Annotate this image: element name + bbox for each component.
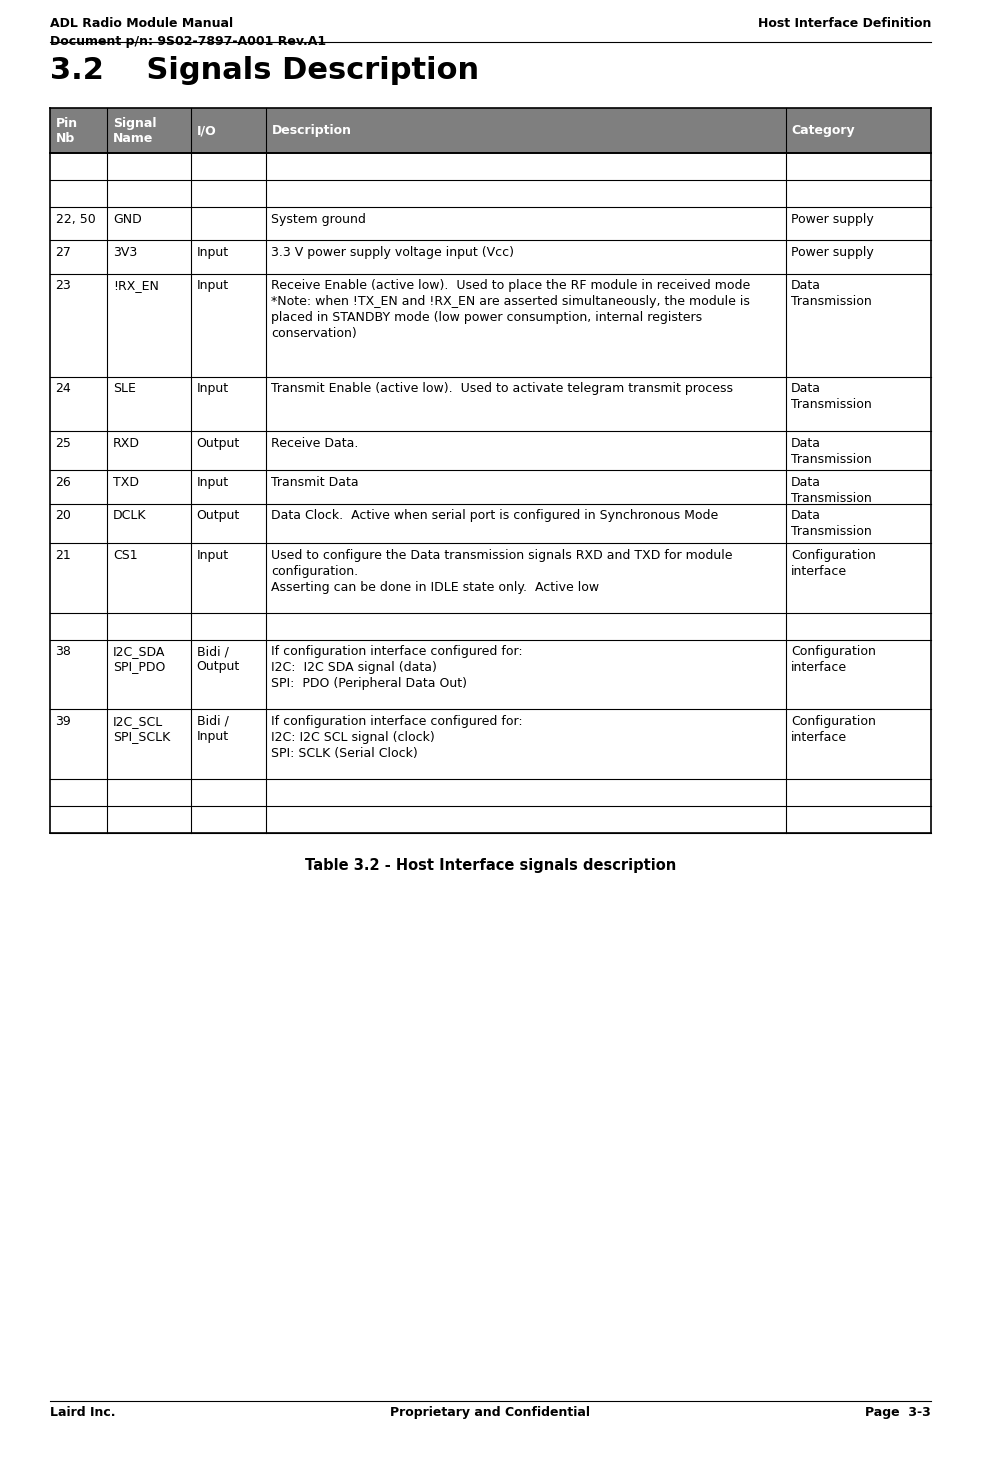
Text: 3.2    Signals Description: 3.2 Signals Description — [50, 55, 479, 85]
Text: Input: Input — [196, 382, 229, 395]
Text: Laird Inc.: Laird Inc. — [50, 1406, 116, 1420]
Text: Bidi /
Output: Bidi / Output — [196, 645, 239, 673]
Text: 21: 21 — [56, 549, 72, 562]
Text: Page  3-3: Page 3-3 — [865, 1406, 931, 1420]
Text: 39: 39 — [56, 715, 72, 728]
Text: TXD: TXD — [113, 476, 139, 489]
Text: Document p/n: 9S02-7897-A001 Rev.A1: Document p/n: 9S02-7897-A001 Rev.A1 — [50, 35, 326, 48]
Text: Receive Data.: Receive Data. — [272, 436, 359, 449]
Text: 22, 50: 22, 50 — [56, 213, 95, 226]
Text: Input: Input — [196, 476, 229, 489]
Text: !RX_EN: !RX_EN — [113, 279, 159, 292]
Text: 38: 38 — [56, 645, 72, 658]
Text: CS1: CS1 — [113, 549, 137, 562]
Text: Input: Input — [196, 549, 229, 562]
Text: Data
Transmission: Data Transmission — [792, 382, 872, 411]
Bar — [50, 108, 931, 153]
Text: Data
Transmission: Data Transmission — [792, 436, 872, 465]
Text: 24: 24 — [56, 382, 72, 395]
Text: Output: Output — [196, 509, 239, 522]
Text: ADL Radio Module Manual: ADL Radio Module Manual — [50, 16, 233, 29]
Text: Power supply: Power supply — [792, 247, 874, 260]
Text: 27: 27 — [56, 247, 72, 260]
Text: 3V3: 3V3 — [113, 247, 137, 260]
Text: 25: 25 — [56, 436, 72, 449]
Text: Table 3.2 - Host Interface signals description: Table 3.2 - Host Interface signals descr… — [305, 858, 676, 874]
Text: 26: 26 — [56, 476, 72, 489]
Text: 20: 20 — [56, 509, 72, 522]
Text: Transmit Enable (active low).  Used to activate telegram transmit process: Transmit Enable (active low). Used to ac… — [272, 382, 734, 395]
Text: SLE: SLE — [113, 382, 135, 395]
Text: System ground: System ground — [272, 213, 366, 226]
Text: DCLK: DCLK — [113, 509, 146, 522]
Text: Input: Input — [196, 279, 229, 292]
Text: Transmit Data: Transmit Data — [272, 476, 359, 489]
Text: Description: Description — [272, 124, 351, 137]
Text: Category: Category — [792, 124, 854, 137]
Text: Pin
Nb: Pin Nb — [56, 117, 77, 144]
Text: RXD: RXD — [113, 436, 140, 449]
Text: Data Clock.  Active when serial port is configured in Synchronous Mode: Data Clock. Active when serial port is c… — [272, 509, 719, 522]
Text: Configuration
interface: Configuration interface — [792, 549, 876, 578]
Text: Proprietary and Confidential: Proprietary and Confidential — [390, 1406, 591, 1420]
Text: I2C_SDA
SPI_PDO: I2C_SDA SPI_PDO — [113, 645, 165, 673]
Text: Power supply: Power supply — [792, 213, 874, 226]
Text: Host Interface Definition: Host Interface Definition — [757, 16, 931, 29]
Text: Receive Enable (active low).  Used to place the RF module in received mode
*Note: Receive Enable (active low). Used to pla… — [272, 279, 750, 340]
Text: Data
Transmission: Data Transmission — [792, 279, 872, 308]
Text: GND: GND — [113, 213, 141, 226]
Text: Bidi /
Input: Bidi / Input — [196, 715, 229, 743]
Text: Configuration
interface: Configuration interface — [792, 715, 876, 744]
Text: I2C_SCL
SPI_SCLK: I2C_SCL SPI_SCLK — [113, 715, 170, 743]
Text: Data
Transmission: Data Transmission — [792, 476, 872, 505]
Text: Signal
Name: Signal Name — [113, 117, 156, 144]
Text: 23: 23 — [56, 279, 72, 292]
Text: If configuration interface configured for:
I2C: I2C SCL signal (clock)
SPI: SCLK: If configuration interface configured fo… — [272, 715, 523, 760]
Text: 3.3 V power supply voltage input (Vcc): 3.3 V power supply voltage input (Vcc) — [272, 247, 514, 260]
Text: Output: Output — [196, 436, 239, 449]
Text: Input: Input — [196, 247, 229, 260]
Text: Configuration
interface: Configuration interface — [792, 645, 876, 674]
Text: I/O: I/O — [196, 124, 216, 137]
Text: Used to configure the Data transmission signals RXD and TXD for module
configura: Used to configure the Data transmission … — [272, 549, 733, 594]
Text: Data
Transmission: Data Transmission — [792, 509, 872, 538]
Text: If configuration interface configured for:
I2C:  I2C SDA signal (data)
SPI:  PDO: If configuration interface configured fo… — [272, 645, 523, 690]
